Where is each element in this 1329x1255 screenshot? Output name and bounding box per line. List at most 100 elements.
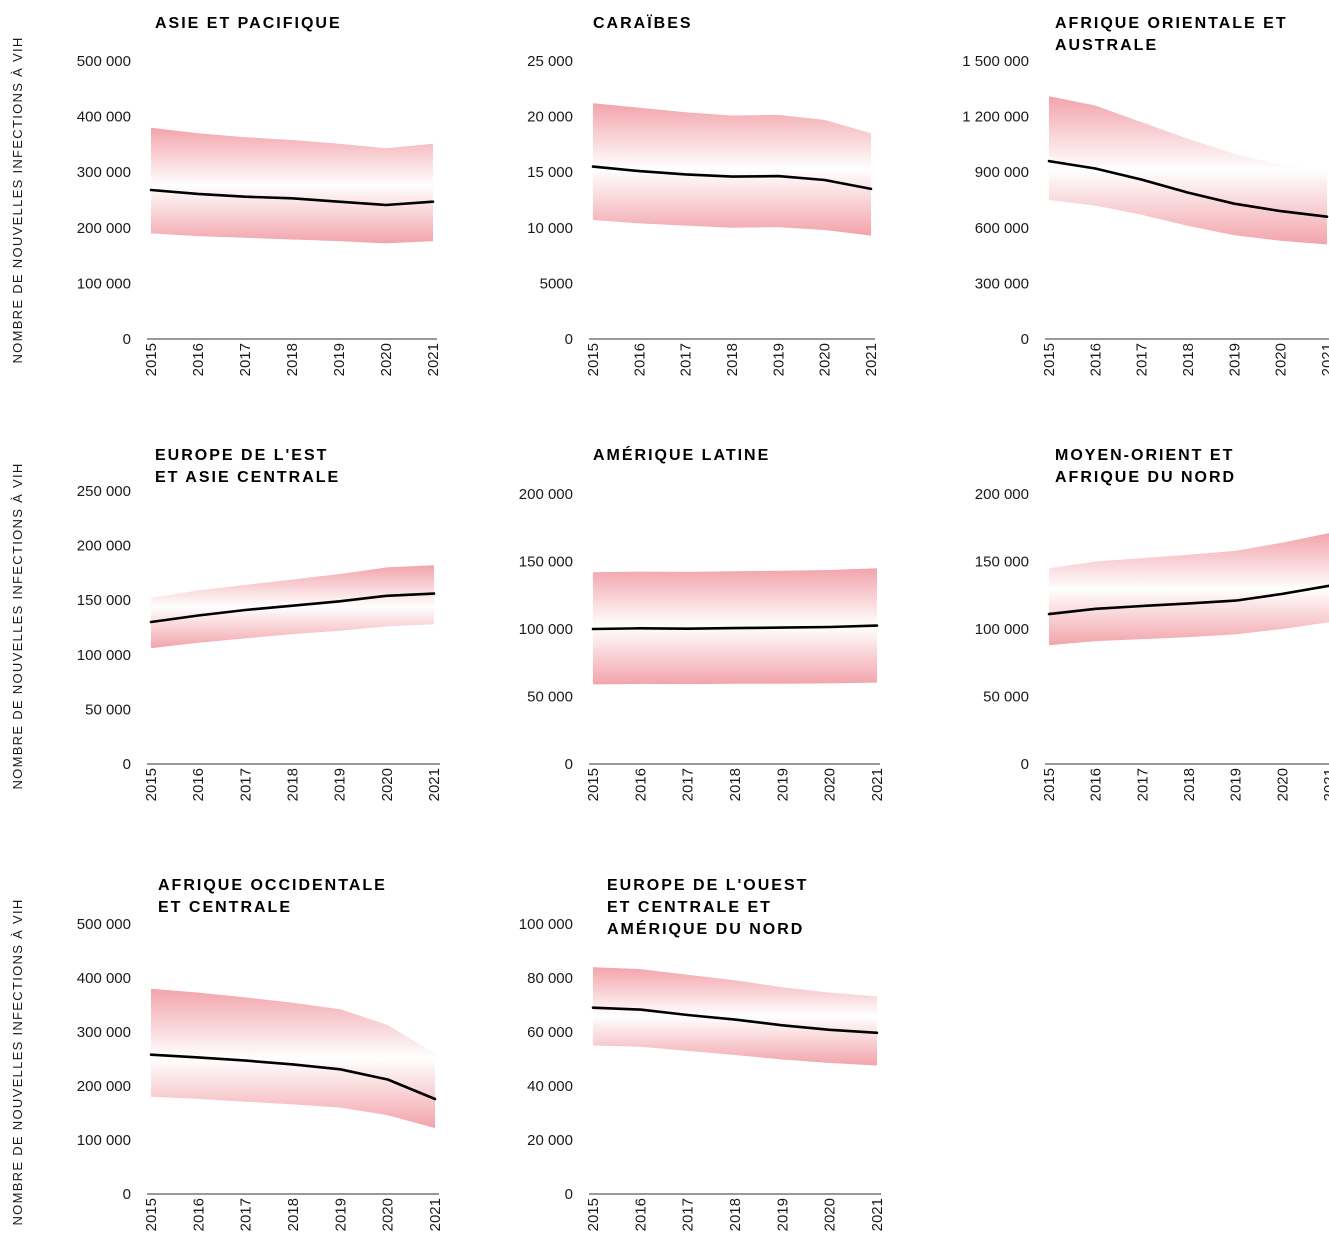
x-tick-label-2-2020: 2020 (817, 343, 834, 376)
y-tick-label-2-1: 5000 (540, 275, 573, 292)
y-tick-label-3-5: 1 500 000 (962, 53, 1029, 70)
chart-title-6-line-2: AFRIQUE DU NORD (1055, 469, 1236, 486)
y-tick-label-8-2: 40 000 (527, 1078, 573, 1095)
y-tick-label-2-3: 15 000 (527, 164, 573, 181)
x-tick-label-7-2021: 2021 (427, 1198, 444, 1231)
x-tick-label-4-2016: 2016 (190, 768, 207, 801)
x-tick-label-2-2018: 2018 (724, 343, 741, 376)
x-tick-label-4-2018: 2018 (285, 768, 302, 801)
estimate-line-4 (149, 592, 436, 624)
x-tick-label-3-2015: 2015 (1041, 343, 1058, 376)
estimate-line-3 (1047, 159, 1329, 218)
chart-title-4-line-1: EUROPE DE L'EST (155, 447, 328, 464)
chart-title-3-line-1: AFRIQUE ORIENTALE ET (1055, 15, 1288, 32)
y-tick-label-6-1: 50 000 (983, 689, 1029, 706)
x-tick-label-5-2019: 2019 (774, 768, 791, 801)
x-tick-label-6-2020: 2020 (1274, 768, 1291, 801)
estimate-line-6 (1047, 584, 1329, 616)
y-tick-label-3-4: 1 200 000 (962, 109, 1029, 126)
x-tick-label-1-2015: 2015 (143, 343, 160, 376)
chart-panel-5: AMÉRIQUE LATINE 0 50 000 100 000 150 000 200 … (519, 445, 886, 801)
x-tick-label-8-2017: 2017 (680, 1198, 697, 1231)
chart-title-8-line-3: AMÉRIQUE DU NORD (607, 919, 804, 938)
x-tick-label-7-2020: 2020 (380, 1198, 397, 1231)
chart-panel-7: AFRIQUE OCCIDENTALE ET CENTRALE 0 100 000 20… (77, 877, 444, 1231)
y-tick-label-1-2: 200 000 (77, 220, 131, 237)
x-tick-label-2-2021: 2021 (863, 343, 880, 376)
x-tick-label-7-2016: 2016 (190, 1198, 207, 1231)
x-tick-label-4-2020: 2020 (379, 768, 396, 801)
x-tick-label-1-2021: 2021 (425, 343, 442, 376)
estimate-line-5 (591, 624, 879, 631)
y-tick-label-4-5: 250 000 (77, 483, 131, 500)
x-tick-label-1-2017: 2017 (237, 343, 254, 376)
chart-title-2-line-1: CARAÏBES (593, 14, 693, 32)
y-tick-label-5-3: 150 000 (519, 554, 573, 571)
y-tick-label-2-5: 25 000 (527, 53, 573, 70)
estimate-line-1 (149, 188, 435, 207)
x-tick-label-7-2019: 2019 (332, 1198, 349, 1231)
y-axis-label-row-2: NOMBRE DE NOUVELLES INFECTIONS À VIH (10, 462, 25, 789)
y-tick-label-4-1: 50 000 (85, 701, 131, 718)
uncertainty-band-3 (1049, 96, 1327, 245)
x-tick-label-6-2019: 2019 (1228, 768, 1245, 801)
y-tick-label-5-1: 50 000 (527, 689, 573, 706)
estimate-line-7 (149, 1053, 437, 1101)
chart-panel-8: EUROPE DE L'OUEST ET CENTRALE ET AMÉRIQUE … (519, 877, 886, 1231)
y-tick-label-2-0: 0 (565, 331, 573, 348)
x-tick-label-5-2020: 2020 (822, 768, 839, 801)
y-tick-label-5-2: 100 000 (519, 621, 573, 638)
x-tick-label-2-2017: 2017 (678, 343, 695, 376)
y-tick-label-3-2: 600 000 (975, 220, 1029, 237)
y-tick-label-1-0: 0 (123, 331, 131, 348)
uncertainty-band-2 (593, 103, 871, 236)
y-tick-label-1-5: 500 000 (77, 53, 131, 70)
x-tick-label-5-2015: 2015 (585, 768, 602, 801)
y-tick-label-8-0: 0 (565, 1186, 573, 1203)
x-tick-label-8-2018: 2018 (727, 1198, 744, 1231)
y-tick-label-7-3: 300 000 (77, 1024, 131, 1041)
y-tick-label-3-1: 300 000 (975, 275, 1029, 292)
x-tick-label-4-2019: 2019 (332, 768, 349, 801)
y-tick-label-8-4: 80 000 (527, 970, 573, 987)
x-tick-label-5-2016: 2016 (632, 768, 649, 801)
y-tick-label-7-1: 100 000 (77, 1132, 131, 1149)
chart-title-5-line-1: AMÉRIQUE LATINE (593, 445, 770, 464)
uncertainty-band-8 (593, 967, 877, 1066)
y-tick-label-6-4: 200 000 (975, 486, 1029, 503)
chart-title-8-line-2: ET CENTRALE ET (607, 899, 772, 916)
y-axis-label-row-1: NOMBRE DE NOUVELLES INFECTIONS À VIH (10, 36, 25, 363)
y-tick-label-4-4: 200 000 (77, 538, 131, 555)
x-tick-label-6-2015: 2015 (1041, 768, 1058, 801)
y-tick-label-5-4: 200 000 (519, 486, 573, 503)
x-tick-label-8-2015: 2015 (585, 1198, 602, 1231)
x-tick-label-3-2018: 2018 (1180, 343, 1197, 376)
x-tick-label-1-2020: 2020 (378, 343, 395, 376)
y-tick-label-7-0: 0 (123, 1186, 131, 1203)
uncertainty-band-7 (151, 988, 435, 1129)
y-tick-label-8-1: 20 000 (527, 1132, 573, 1149)
uncertainty-band-6 (1049, 533, 1329, 646)
estimate-line-2 (591, 165, 873, 191)
chart-panel-1: ASIE ET PACIFIQUE 0 100 000 200 000 300 000 4… (77, 15, 442, 376)
x-tick-label-2-2019: 2019 (770, 343, 787, 376)
y-tick-label-6-0: 0 (1021, 756, 1029, 773)
x-tick-label-3-2019: 2019 (1226, 343, 1243, 376)
chart-panel-6: MOYEN-ORIENT ET AFRIQUE DU NORD 0 50 000 100… (975, 447, 1329, 801)
y-tick-label-2-2: 10 000 (527, 220, 573, 237)
x-tick-label-4-2021: 2021 (426, 768, 443, 801)
x-tick-label-2-2015: 2015 (585, 343, 602, 376)
y-tick-label-4-0: 0 (123, 756, 131, 773)
x-tick-label-8-2016: 2016 (632, 1198, 649, 1231)
uncertainty-band-5 (593, 568, 877, 685)
y-tick-label-1-3: 300 000 (77, 164, 131, 181)
y-tick-label-1-1: 100 000 (77, 275, 131, 292)
y-tick-label-7-5: 500 000 (77, 916, 131, 933)
y-tick-label-7-2: 200 000 (77, 1078, 131, 1095)
x-tick-label-5-2018: 2018 (727, 768, 744, 801)
estimate-line-8 (591, 1006, 879, 1035)
y-tick-label-6-3: 150 000 (975, 554, 1029, 571)
x-tick-label-2-2016: 2016 (631, 343, 648, 376)
chart-title-4-line-2: ET ASIE CENTRALE (155, 469, 340, 486)
y-tick-label-8-3: 60 000 (527, 1024, 573, 1041)
